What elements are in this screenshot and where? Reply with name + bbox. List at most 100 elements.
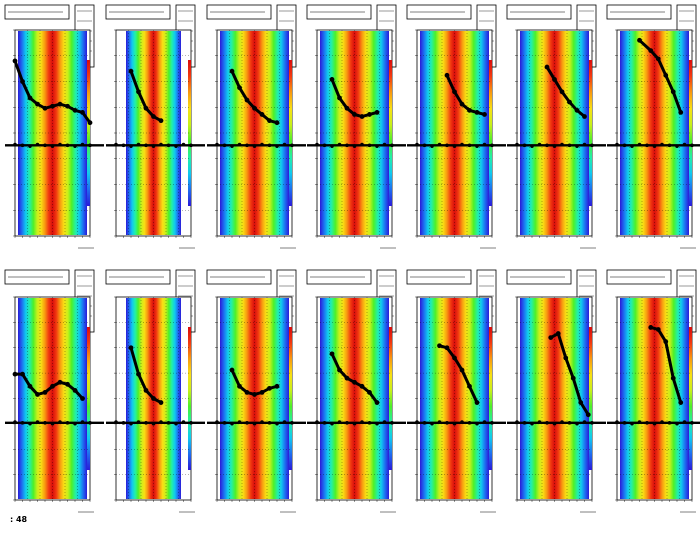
baseline-point [415,420,419,424]
baseline-point [522,143,527,148]
profile-point [237,383,242,389]
baseline-point [575,421,579,426]
baseline-point [166,421,171,425]
profile-point [637,37,642,43]
profile-point [50,383,55,389]
baseline-point [151,421,156,426]
baseline-point [615,142,619,147]
profile-point [252,105,257,111]
footer-label: : 48 [10,515,28,524]
baseline-point [667,143,672,148]
color-bar [489,327,492,470]
baseline-point [136,420,141,424]
baseline-point [545,143,549,148]
profile-point [329,77,335,82]
profile-point [42,105,48,111]
baseline-point [189,143,193,148]
baseline-point [136,142,141,147]
baseline-point [675,421,679,426]
baseline-point [237,142,242,147]
color-bar [389,327,392,470]
baseline-point [467,143,472,148]
profile-point [444,72,450,78]
baseline-point [545,421,549,425]
baseline-point [337,420,342,424]
baseline-point [560,142,564,147]
baseline-point [630,144,634,148]
baseline-point [575,144,579,148]
baseline-point [222,421,227,425]
baseline-point [390,421,394,425]
baseline-point [475,144,479,148]
profile-point [65,381,70,387]
baseline-point [567,143,572,148]
profile-point [374,110,380,115]
baseline-point [430,421,434,426]
profile-point [655,56,661,62]
baseline-point [174,144,178,148]
baseline-point [245,421,249,425]
baseline-point [65,143,70,148]
baseline-point [360,142,364,147]
profile-point [344,375,350,381]
profile-point [259,390,265,395]
profile-point [244,97,250,103]
color-bar [689,327,692,470]
baseline-point [58,142,62,147]
mini-chart-14 [606,269,700,513]
profile-point [582,114,587,119]
baseline-point [430,144,434,148]
baseline-point [345,421,349,425]
color-bar [389,60,392,206]
baseline-point [282,420,287,424]
profile-point [367,112,372,117]
mini-chart-2 [105,4,205,249]
baseline-point [422,143,427,148]
profile-point [143,387,149,393]
profile-point [267,385,272,391]
mini-chart-7 [606,4,700,249]
mini-chart-1 [4,4,104,249]
profile-point [459,101,465,107]
baseline-point [181,142,186,147]
profile-point [574,107,580,113]
baseline-point [322,143,327,148]
baseline-point [43,421,47,425]
baseline-point [637,420,642,424]
baseline-point [43,143,47,148]
profile-point [143,105,149,111]
baseline-point [252,144,257,148]
baseline-point [552,421,557,426]
baseline-point [367,143,372,148]
baseline-point [630,421,634,426]
profile-point [136,371,141,377]
profile-point [648,48,654,53]
baseline-point [58,420,62,424]
profile-point [12,371,18,377]
profile-point [578,400,584,405]
baseline-point [80,420,85,424]
baseline-point [460,420,464,424]
baseline-point [682,142,687,147]
color-bar [589,60,592,206]
mini-chart-5 [406,4,506,249]
profile-point [467,383,472,389]
baseline-point [690,143,694,148]
profile-point [57,101,63,107]
color-bar [489,60,492,206]
color-bar [87,327,90,470]
baseline-point [215,420,219,424]
baseline-point [552,144,557,148]
baseline-point [622,143,627,148]
baseline-point [690,421,694,425]
profile-point [444,345,450,351]
baseline-point [667,421,672,425]
baseline-point [375,421,379,426]
baseline-point [515,142,519,147]
baseline-point [390,143,394,148]
profile-point [367,390,372,395]
baseline-point [467,421,472,425]
profile-point [344,105,350,111]
baseline-point [560,420,564,424]
profile-point [467,107,472,113]
